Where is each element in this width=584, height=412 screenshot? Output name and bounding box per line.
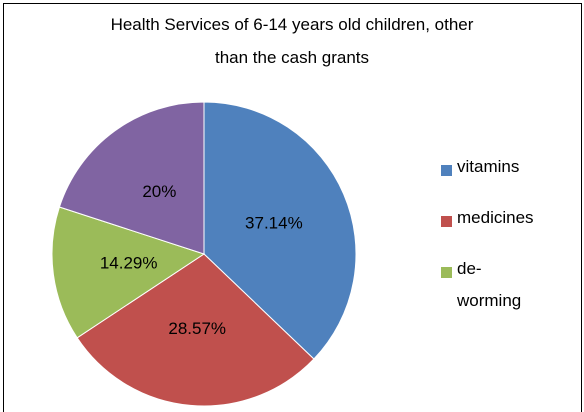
legend-item: de-worming <box>441 259 541 317</box>
legend-label: de-worming <box>457 259 522 310</box>
chart-title: Health Services of 6-14 years old childr… <box>110 15 474 67</box>
legend: vitamins medicines de-worming <box>441 157 541 345</box>
data-label: 28.57% <box>168 319 226 338</box>
legend-item: medicines <box>441 208 541 234</box>
data-label: 14.29% <box>100 254 158 273</box>
pie-slice <box>58 101 205 255</box>
legend-swatch <box>441 165 452 176</box>
legend-item: vitamins <box>441 157 541 183</box>
chart-border <box>3 3 582 412</box>
pie-slice <box>203 101 357 360</box>
data-label: 37.14% <box>245 214 303 233</box>
title-box: Health Services of 6-14 years old childr… <box>110 15 474 67</box>
pie-slice <box>76 253 315 407</box>
data-label: 20% <box>142 182 176 201</box>
legend-label: medicines <box>457 208 534 227</box>
legend-swatch <box>441 216 452 227</box>
legend-swatch <box>441 267 452 278</box>
pie-slice <box>51 206 206 339</box>
legend-label: vitamins <box>457 157 520 176</box>
